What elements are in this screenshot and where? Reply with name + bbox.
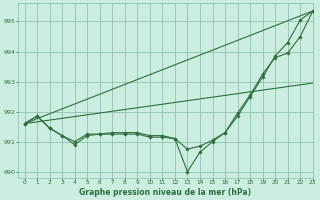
X-axis label: Graphe pression niveau de la mer (hPa): Graphe pression niveau de la mer (hPa) <box>79 188 252 197</box>
